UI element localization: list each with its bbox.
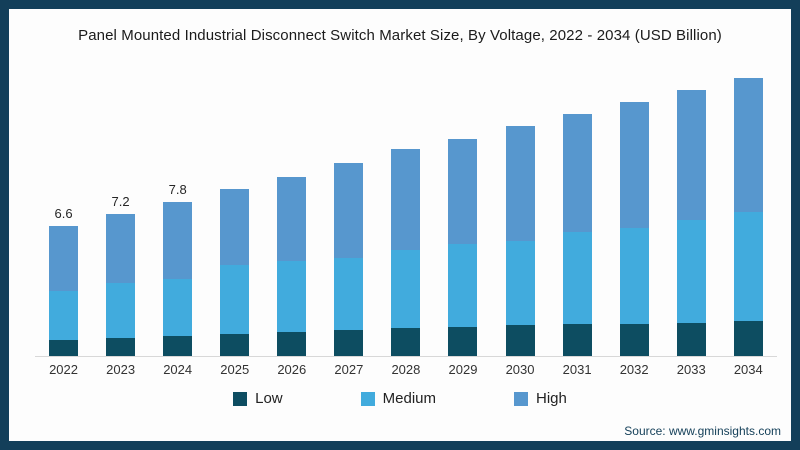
x-label-2025: 2025 (220, 362, 250, 377)
segment-high-2032 (619, 101, 649, 228)
legend-label-medium: Medium (382, 390, 437, 407)
segment-low-2028 (391, 328, 421, 356)
segment-medium-2024 (163, 279, 193, 337)
segment-high-2024 (163, 202, 193, 280)
x-label-2029: 2029 (448, 362, 478, 377)
segment-high-2022 (49, 226, 79, 291)
segment-low-2022 (49, 340, 79, 356)
bar-total-label-2024: 7.8 (168, 182, 187, 198)
bar-2024: 7.8 (163, 66, 193, 356)
segment-medium-2022 (49, 291, 79, 341)
segment-high-2030 (505, 125, 535, 241)
legend-swatch-high (514, 391, 529, 406)
bar-2022: 6.6 (49, 66, 79, 356)
segment-high-2031 (562, 113, 592, 232)
segment-low-2031 (562, 324, 592, 356)
segment-low-2034 (733, 320, 763, 356)
segment-low-2030 (505, 325, 535, 356)
bar-2030 (505, 66, 535, 356)
legend-swatch-medium (360, 391, 375, 406)
source-attribution: Source: www.gminsights.com (624, 424, 781, 438)
legend-item-medium: Medium (360, 390, 437, 407)
segment-medium-2025 (220, 265, 250, 335)
segment-medium-2032 (619, 227, 649, 324)
bar-2032 (619, 66, 649, 356)
segment-high-2025 (220, 188, 250, 266)
segment-low-2023 (106, 338, 136, 356)
x-label-2026: 2026 (277, 362, 307, 377)
segment-low-2025 (220, 334, 250, 356)
segment-medium-2029 (448, 243, 478, 328)
x-label-2024: 2024 (163, 362, 193, 377)
bar-2033 (676, 66, 706, 356)
segment-high-2033 (676, 90, 706, 221)
bar-2023: 7.2 (106, 66, 136, 356)
segment-low-2033 (676, 322, 706, 356)
segment-medium-2028 (391, 249, 421, 329)
x-label-2027: 2027 (334, 362, 364, 377)
bar-2028 (391, 66, 421, 356)
segment-high-2023 (106, 214, 136, 284)
legend-item-high: High (514, 390, 567, 407)
segment-low-2029 (448, 327, 478, 356)
plot-area: 6.6 7.2 7.8 (35, 66, 777, 357)
segment-high-2029 (448, 139, 478, 244)
segment-low-2032 (619, 323, 649, 356)
x-label-2034: 2034 (733, 362, 763, 377)
segment-high-2026 (277, 176, 307, 262)
segment-medium-2023 (106, 283, 136, 339)
x-label-2023: 2023 (106, 362, 136, 377)
legend: Low Medium High (9, 390, 791, 407)
segment-low-2027 (334, 330, 364, 356)
segment-low-2026 (277, 332, 307, 356)
bar-total-label-2023: 7.2 (111, 194, 130, 210)
x-label-2033: 2033 (676, 362, 706, 377)
segment-medium-2027 (334, 257, 364, 331)
bar-total-label-2022: 6.6 (54, 206, 73, 221)
legend-item-low: Low (233, 390, 283, 407)
segment-high-2027 (334, 162, 364, 258)
segment-medium-2034 (733, 212, 763, 321)
segment-medium-2026 (277, 261, 307, 333)
segment-high-2028 (391, 149, 421, 250)
bar-2027 (334, 66, 364, 356)
bar-2031 (562, 66, 592, 356)
legend-label-high: High (536, 390, 567, 407)
bar-2029 (448, 66, 478, 356)
x-label-2022: 2022 (49, 362, 78, 377)
segment-high-2034 (733, 78, 763, 213)
legend-swatch-low (233, 391, 248, 406)
legend-label-low: Low (255, 390, 283, 407)
chart-title: Panel Mounted Industrial Disconnect Swit… (78, 27, 722, 44)
bar-2034 (733, 66, 763, 356)
segment-medium-2030 (505, 240, 535, 326)
segment-medium-2031 (562, 231, 592, 325)
x-label-2032: 2032 (619, 362, 649, 377)
chart-panel: Panel Mounted Industrial Disconnect Swit… (9, 9, 791, 441)
x-axis-labels: 2022 2023 2024 2025 2026 2027 2028 2029 2030 2031… (35, 362, 777, 377)
bar-2026 (277, 66, 307, 356)
x-label-2028: 2028 (391, 362, 421, 377)
x-label-2031: 2031 (562, 362, 592, 377)
segment-medium-2033 (676, 220, 706, 323)
x-label-2030: 2030 (505, 362, 535, 377)
segment-low-2024 (163, 336, 193, 356)
bar-2025 (220, 66, 250, 356)
